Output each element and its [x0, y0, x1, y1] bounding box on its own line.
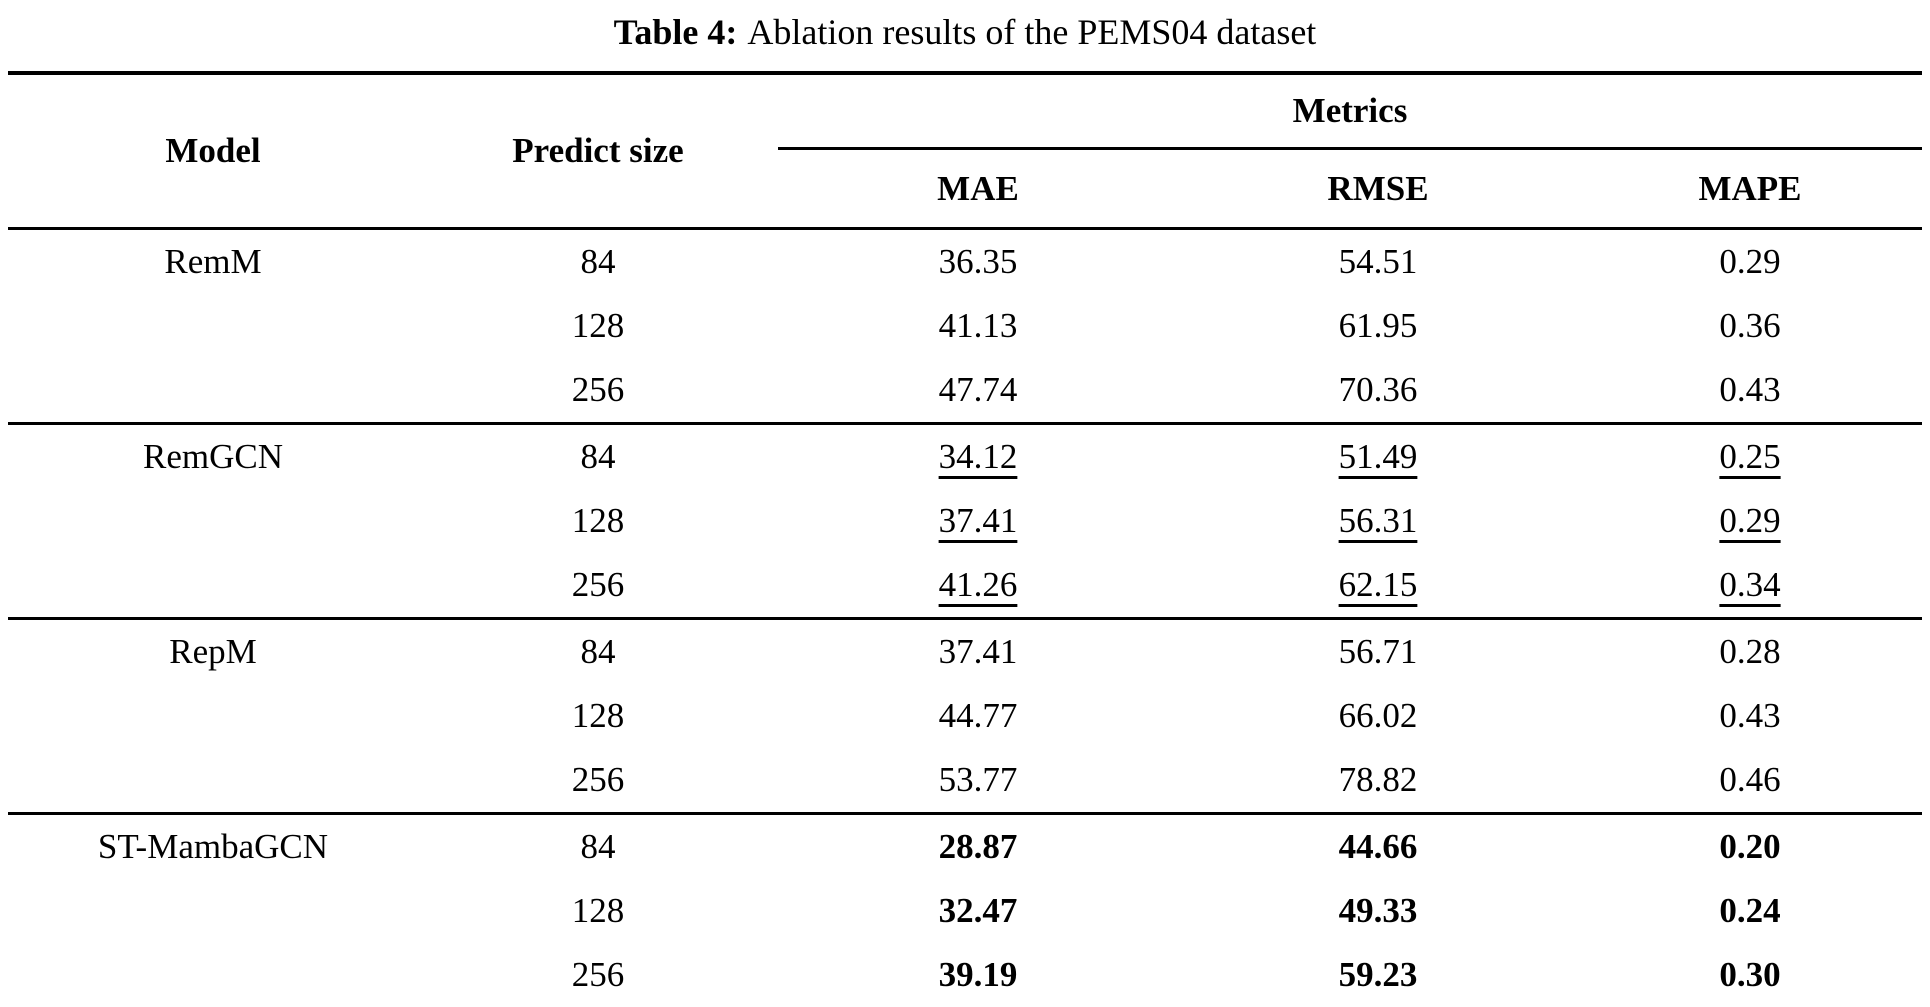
table-row: 128 37.41 56.31 0.29	[8, 489, 1922, 553]
mape-cell: 0.46	[1719, 760, 1781, 799]
mae-cell: 39.19	[938, 955, 1018, 994]
mae-cell: 34.12	[938, 437, 1018, 476]
rmse-cell: 78.82	[1338, 760, 1418, 799]
mape-cell: 0.36	[1719, 306, 1781, 345]
model-cell: RepM	[169, 632, 257, 671]
table-caption-text: Ablation results of the PEMS04 dataset	[747, 12, 1317, 52]
mae-cell: 41.26	[938, 565, 1018, 604]
table-row: 256 47.74 70.36 0.43	[8, 358, 1922, 424]
predict-size-cell: 128	[571, 696, 625, 735]
mae-cell: 37.41	[938, 501, 1018, 540]
table-row: RepM 84 37.41 56.71 0.28	[8, 619, 1922, 685]
predict-size-cell: 128	[571, 891, 625, 930]
table-row: 128 32.47 49.33 0.24	[8, 879, 1922, 943]
table-row: RemGCN 84 34.12 51.49 0.25	[8, 424, 1922, 490]
model-cell: RemM	[164, 242, 262, 281]
table-row: 128 44.77 66.02 0.43	[8, 684, 1922, 748]
rmse-cell: 56.31	[1338, 501, 1418, 540]
table-caption: Table 4: Ablation results of the PEMS04 d…	[0, 0, 1930, 56]
table-row: 256 39.19 59.23 0.30	[8, 943, 1922, 1007]
model-cell: RemGCN	[142, 437, 283, 476]
predict-size-cell: 256	[571, 370, 625, 409]
mape-cell: 0.43	[1719, 370, 1781, 409]
mape-cell: 0.34	[1719, 565, 1781, 604]
rmse-cell: 70.36	[1338, 370, 1418, 409]
mae-cell: 44.77	[938, 696, 1018, 735]
col-header-rmse: RMSE	[1327, 168, 1429, 208]
rmse-cell: 62.15	[1338, 565, 1418, 604]
mae-cell: 32.47	[938, 891, 1018, 930]
mae-cell: 47.74	[938, 370, 1018, 409]
predict-size-cell: 84	[580, 242, 616, 281]
predict-size-cell: 256	[571, 760, 625, 799]
rmse-cell: 56.71	[1338, 632, 1418, 671]
mape-cell: 0.30	[1719, 955, 1781, 994]
mape-cell: 0.43	[1719, 696, 1781, 735]
predict-size-cell: 84	[580, 437, 616, 476]
rmse-cell: 66.02	[1338, 696, 1418, 735]
mape-cell: 0.24	[1719, 891, 1781, 930]
predict-size-cell: 128	[571, 501, 625, 540]
mape-cell: 0.25	[1719, 437, 1781, 476]
rmse-cell: 49.33	[1338, 891, 1418, 930]
model-cell: ST-MambaGCN	[97, 827, 329, 866]
group-repm: RepM 84 37.41 56.71 0.28 128 44.77 66.02…	[7, 618, 1923, 814]
mape-cell: 0.28	[1719, 632, 1781, 671]
ablation-results-table: Model Predict size Metrics MAE RMSE MAPE…	[7, 71, 1923, 1007]
mae-cell: 28.87	[938, 827, 1018, 866]
group-remm: RemM 84 36.35 54.51 0.29 128 41.13 61.95…	[7, 228, 1923, 424]
rmse-cell: 61.95	[1338, 306, 1418, 345]
col-header-mae: MAE	[937, 168, 1019, 208]
mae-cell: 41.13	[938, 306, 1018, 345]
table-header: Model Predict size Metrics MAE RMSE MAPE	[7, 73, 1923, 229]
table-caption-label: Table 4:	[613, 12, 738, 52]
predict-size-cell: 128	[571, 306, 625, 345]
rmse-cell: 54.51	[1338, 242, 1418, 281]
table-row: 256 53.77 78.82 0.46	[8, 748, 1922, 814]
predict-size-cell: 84	[580, 827, 616, 866]
mae-cell: 36.35	[938, 242, 1018, 281]
col-header-mape: MAPE	[1698, 168, 1802, 208]
mae-cell: 53.77	[938, 760, 1018, 799]
col-header-model: Model	[165, 131, 261, 170]
table-row: ST-MambaGCN 84 28.87 44.66 0.20	[8, 814, 1922, 880]
table-row: RemM 84 36.35 54.51 0.29	[8, 229, 1922, 295]
rmse-cell: 51.49	[1338, 437, 1418, 476]
mape-cell: 0.29	[1719, 242, 1781, 281]
table-row: 256 41.26 62.15 0.34	[8, 553, 1922, 619]
rmse-cell: 59.23	[1338, 955, 1418, 994]
predict-size-cell: 256	[571, 565, 625, 604]
group-remgcn: RemGCN 84 34.12 51.49 0.25 128 37.41 56.…	[7, 423, 1923, 619]
table-row: 128 41.13 61.95 0.36	[8, 294, 1922, 358]
mape-cell: 0.20	[1719, 827, 1781, 866]
mae-cell: 37.41	[938, 632, 1018, 671]
predict-size-cell: 84	[580, 632, 616, 671]
mape-cell: 0.29	[1719, 501, 1781, 540]
group-st-mambagcn: ST-MambaGCN 84 28.87 44.66 0.20 128 32.4…	[7, 813, 1923, 1007]
rmse-cell: 44.66	[1338, 827, 1418, 866]
col-header-predict-size: Predict size	[512, 131, 684, 170]
predict-size-cell: 256	[571, 955, 625, 994]
col-header-metrics-group: Metrics	[777, 73, 1923, 150]
